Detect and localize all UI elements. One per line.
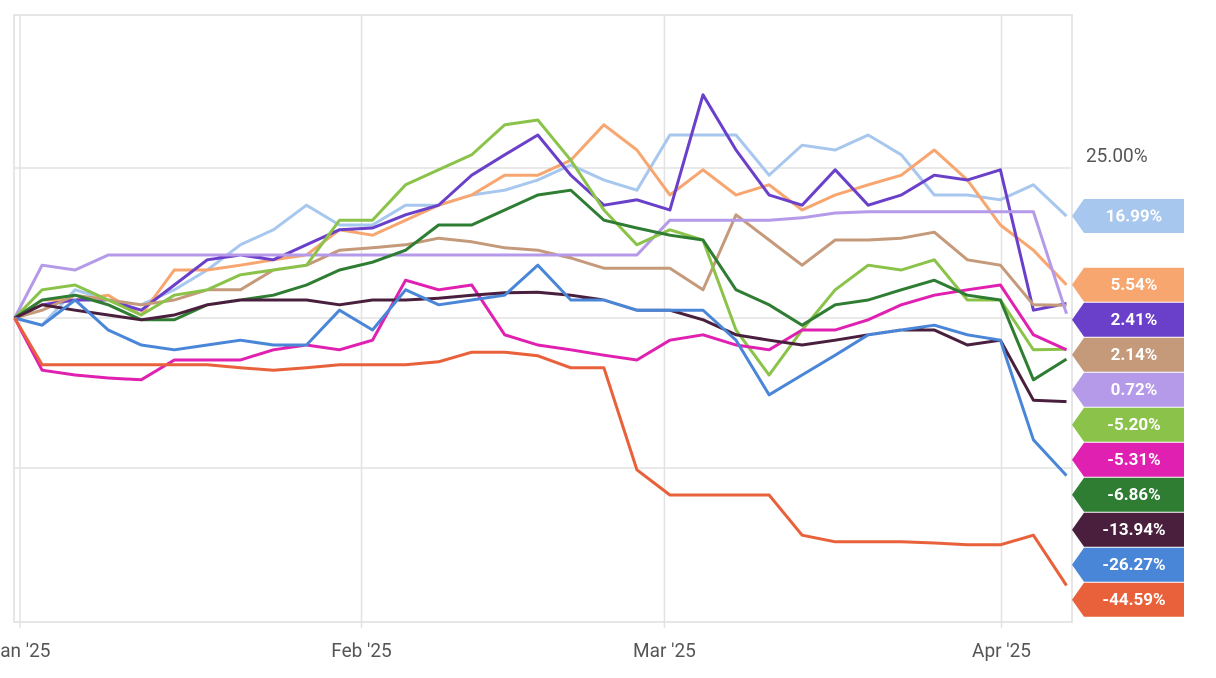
- series-line: [13, 93, 1067, 320]
- series-line: [13, 188, 1068, 382]
- end-tag: [1072, 372, 1184, 407]
- legend-label: 0.72%: [1111, 380, 1158, 400]
- series-line: [14, 133, 1068, 327]
- legend-label: 5.54%: [1111, 275, 1158, 295]
- end-tag: [1072, 302, 1184, 337]
- end-tag: [1072, 337, 1184, 372]
- x-tick-label: Mar '25: [633, 639, 696, 662]
- end-tag: [1072, 199, 1184, 234]
- legend-label: -13.94%: [1102, 520, 1165, 540]
- series-line: [13, 123, 1068, 320]
- end-tags: 16.99% 5.54% 2.41% 2.14% 0.72% -5.20% -5.31% -6…: [1072, 199, 1184, 617]
- series-line: [13, 118, 1067, 377]
- series-line: [13, 317, 1068, 587]
- series-line: [14, 213, 1067, 320]
- grid: 25.00% Jan '25 Feb '25 Mar '25 Apr '25: [0, 15, 1148, 662]
- legend-label: 16.99%: [1106, 207, 1163, 227]
- legend-label: -44.59%: [1102, 590, 1165, 610]
- end-tag: [1072, 582, 1184, 617]
- series-line: [14, 263, 1068, 477]
- x-tick-label: Jan '25: [0, 639, 50, 662]
- y-tick-label: 25.00%: [1086, 144, 1148, 167]
- end-tag: [1072, 407, 1184, 442]
- end-tag: [1072, 512, 1184, 547]
- end-tag: [1072, 547, 1184, 582]
- end-tag: [1072, 267, 1184, 302]
- legend-label: 2.41%: [1111, 310, 1158, 330]
- series-line: [13, 278, 1068, 382]
- series-line: [13, 210, 1068, 319]
- lines: [13, 93, 1068, 587]
- x-tick-label: Feb '25: [331, 639, 391, 662]
- x-tick-label: Apr '25: [972, 639, 1031, 662]
- legend-label: -6.86%: [1107, 485, 1160, 505]
- legend-label: 2.14%: [1111, 345, 1158, 365]
- legend-label: -26.27%: [1102, 555, 1165, 575]
- legend-label: -5.20%: [1107, 415, 1160, 435]
- legend-label: -5.31%: [1107, 450, 1160, 470]
- end-tag: [1072, 442, 1184, 477]
- end-tag: [1072, 477, 1184, 512]
